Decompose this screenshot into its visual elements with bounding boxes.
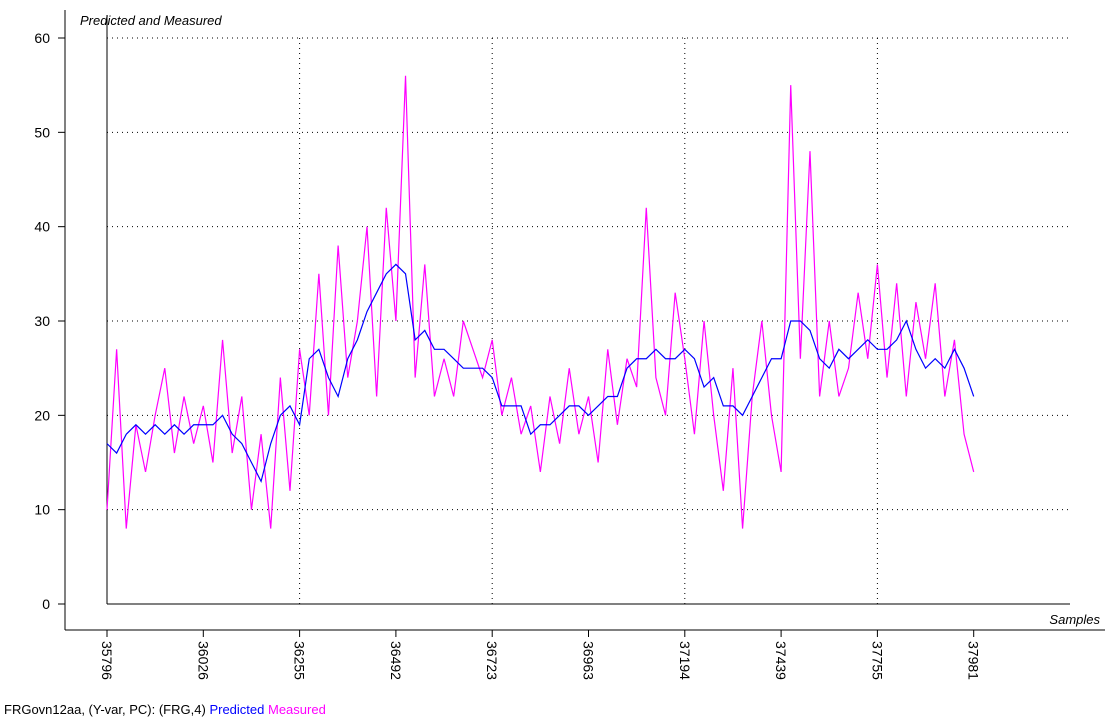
x-tick-label: 36723 [484, 641, 500, 680]
series-line [106, 75, 975, 529]
x-tick-label: 35796 [99, 641, 115, 680]
footer: FRGovn12aa, (Y-var, PC): (FRG,4) Predict… [4, 702, 326, 717]
x-tick-label: 37981 [966, 641, 982, 680]
y-tick-label: 50 [34, 124, 50, 140]
x-tick-label: 37439 [773, 641, 789, 680]
chart-title: Predicted and Measured [80, 13, 222, 28]
x-tick-label: 37755 [869, 641, 885, 680]
x-tick-label: 36492 [388, 641, 404, 680]
y-tick-label: 20 [34, 407, 50, 423]
y-tick-label: 40 [34, 219, 50, 235]
y-tick-label: 60 [34, 30, 50, 46]
x-tick-label: 37194 [677, 641, 693, 680]
footer-text: FRGovn12aa, (Y-var, PC): (FRG,4) [4, 702, 206, 717]
legend-entry: Predicted [209, 702, 264, 717]
y-tick-label: 10 [34, 502, 50, 518]
x-axis-label: Samples [1049, 612, 1100, 627]
x-tick-label: 36026 [195, 641, 211, 680]
y-tick-label: 0 [42, 596, 50, 612]
x-tick-label: 36963 [581, 641, 597, 680]
y-tick-label: 30 [34, 313, 50, 329]
series-line [106, 263, 975, 484]
x-tick-label: 36255 [292, 641, 308, 680]
legend-entry: Measured [268, 702, 326, 717]
